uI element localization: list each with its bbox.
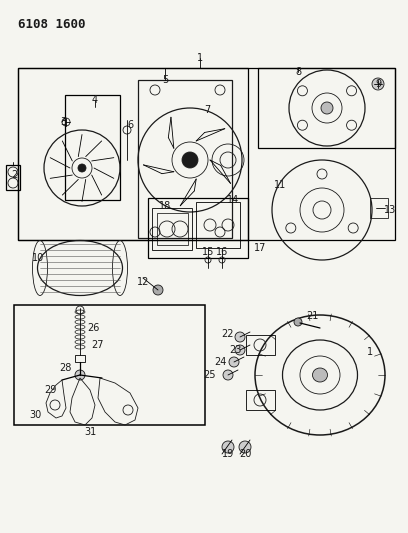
Circle shape [235, 345, 245, 355]
Circle shape [75, 370, 85, 380]
Circle shape [235, 332, 245, 342]
Bar [152, 208, 192, 250]
Text: 28: 28 [59, 363, 71, 373]
Bar [75, 355, 85, 362]
Circle shape [321, 102, 333, 114]
Bar [6, 165, 20, 190]
Text: 12: 12 [137, 277, 149, 287]
Text: 6: 6 [127, 120, 133, 130]
Text: 15: 15 [202, 247, 214, 257]
Text: 11: 11 [274, 180, 286, 190]
Bar [258, 68, 395, 148]
Circle shape [153, 285, 163, 295]
Text: 6108 1600: 6108 1600 [18, 18, 86, 31]
Text: 9: 9 [375, 79, 381, 89]
Bar [148, 198, 248, 258]
Text: 21: 21 [306, 311, 318, 321]
Bar [65, 95, 120, 200]
Text: 20: 20 [239, 449, 251, 459]
Circle shape [229, 357, 239, 367]
Text: 26: 26 [87, 323, 99, 333]
Text: 8: 8 [295, 67, 301, 77]
Text: 25: 25 [204, 370, 216, 380]
Text: 10: 10 [32, 253, 44, 263]
Text: 2: 2 [11, 170, 17, 180]
Bar [246, 335, 275, 355]
Text: 18: 18 [159, 201, 171, 211]
Text: 23: 23 [229, 345, 241, 355]
Text: 3: 3 [60, 117, 66, 127]
Ellipse shape [313, 368, 328, 382]
Text: 14: 14 [227, 195, 239, 205]
Bar [370, 198, 388, 218]
Bar [14, 305, 205, 425]
Text: 30: 30 [29, 410, 41, 420]
Bar [18, 68, 395, 240]
Text: 7: 7 [204, 105, 210, 115]
Text: 22: 22 [222, 329, 234, 339]
Circle shape [78, 164, 86, 172]
Circle shape [372, 78, 384, 90]
Text: 27: 27 [91, 340, 103, 350]
Bar [196, 202, 240, 248]
Text: 19: 19 [222, 449, 234, 459]
Circle shape [222, 441, 234, 453]
Bar [18, 68, 248, 240]
Text: 31: 31 [84, 427, 96, 437]
Text: 5: 5 [162, 75, 168, 85]
Circle shape [239, 441, 251, 453]
Text: 16: 16 [216, 247, 228, 257]
Text: 24: 24 [214, 357, 226, 367]
Bar [246, 390, 275, 410]
Circle shape [223, 370, 233, 380]
Text: 4: 4 [92, 95, 98, 105]
Bar [157, 213, 188, 245]
Text: 17: 17 [254, 243, 266, 253]
Text: 1: 1 [367, 347, 373, 357]
Circle shape [294, 318, 302, 326]
Text: 29: 29 [44, 385, 56, 395]
Circle shape [182, 152, 198, 168]
Text: 1: 1 [197, 53, 203, 63]
Text: 13: 13 [384, 205, 396, 215]
